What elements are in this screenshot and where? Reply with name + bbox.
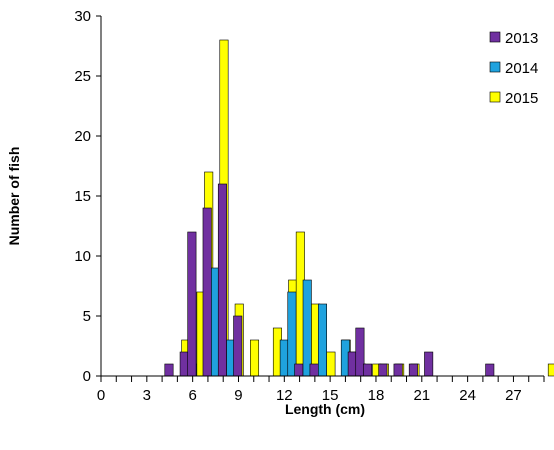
y-tick-label: 25 — [74, 68, 91, 85]
legend-label-2014: 2014 — [505, 60, 538, 77]
axes-group — [96, 15, 545, 382]
y-tick-label: 0 — [83, 368, 91, 385]
legend-swatch-2013 — [489, 31, 501, 43]
bar-2013 — [294, 363, 304, 377]
bar-2015 — [326, 351, 336, 377]
bar-2013 — [187, 231, 197, 377]
x-tick-label: 21 — [413, 387, 430, 404]
bar-2013 — [217, 183, 227, 377]
bar-2014 — [279, 339, 289, 377]
x-tick-label: 0 — [97, 387, 105, 404]
x-tick-label: 12 — [276, 387, 293, 404]
x-tick-label: 6 — [188, 387, 196, 404]
y-tick-label: 10 — [74, 248, 91, 265]
bar-2013 — [424, 351, 434, 377]
bar-2013 — [233, 315, 243, 377]
bars-group — [164, 39, 554, 377]
x-tick-label: 9 — [234, 387, 242, 404]
legend: 2013 2014 2015 — [489, 30, 538, 107]
bar-2013 — [347, 351, 357, 377]
bar-2013 — [309, 363, 319, 377]
x-axis-title: Length (cm) — [285, 401, 365, 417]
bar-2013 — [485, 363, 495, 377]
bar-2013 — [164, 363, 174, 377]
bar-2013 — [202, 207, 212, 377]
x-tick-label: 18 — [368, 387, 385, 404]
legend-swatch-2014 — [489, 61, 501, 73]
x-tick-label: 24 — [459, 387, 476, 404]
y-tick-label: 30 — [74, 8, 91, 25]
y-axis-title: Number of fish — [6, 147, 22, 246]
bar-2013 — [179, 351, 189, 377]
bar-2015 — [250, 339, 260, 377]
y-tick-label: 15 — [74, 188, 91, 205]
bar-2014 — [302, 279, 312, 377]
tick-labels-group: 0 3 6 9 12 15 18 21 24 27 0 5 10 15 20 25 30 — [74, 8, 521, 404]
y-tick-label: 20 — [74, 128, 91, 145]
bar-2013 — [378, 363, 388, 377]
bar-2013 — [393, 363, 403, 377]
x-tick-label: 27 — [505, 387, 522, 404]
x-tick-label: 3 — [143, 387, 151, 404]
legend-label-2013: 2013 — [505, 30, 538, 47]
legend-swatch-2015 — [489, 91, 501, 103]
bar-2014 — [317, 303, 327, 377]
bar-2014 — [287, 291, 297, 377]
bar-2013 — [408, 363, 418, 377]
legend-label-2015: 2015 — [505, 90, 538, 107]
y-tick-label: 5 — [83, 308, 91, 325]
x-tick-label: 15 — [322, 387, 339, 404]
bar-2013 — [363, 363, 373, 377]
bar-2015 — [547, 363, 554, 377]
bar-2013 — [355, 327, 365, 377]
